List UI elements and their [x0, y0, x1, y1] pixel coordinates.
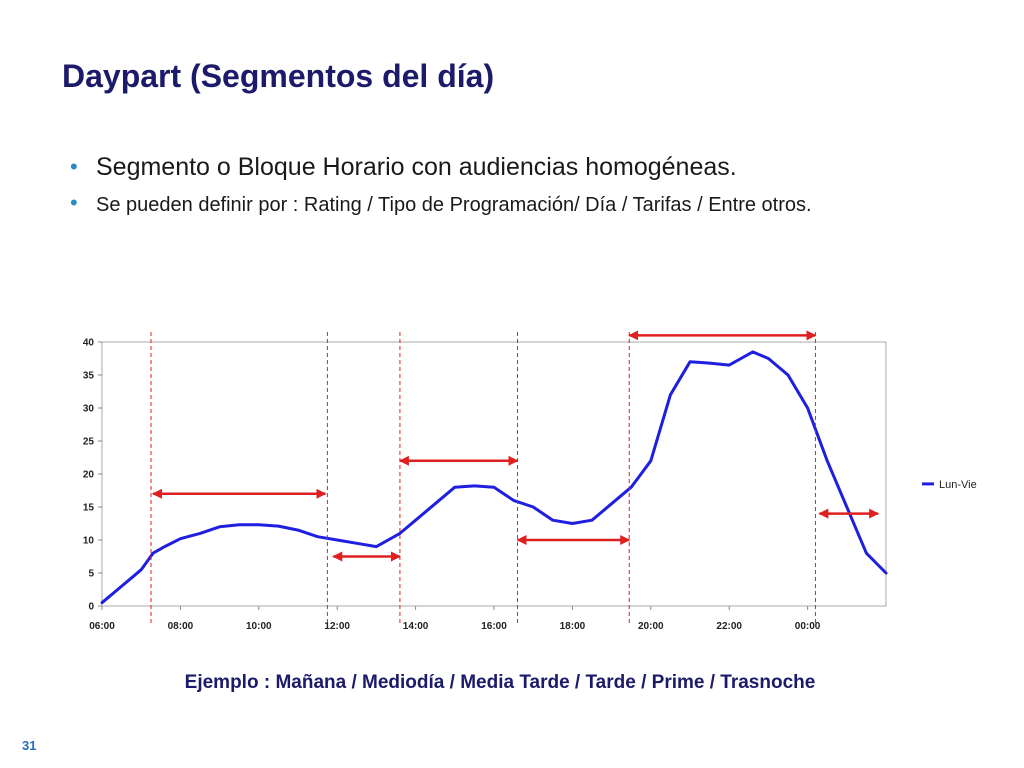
slide-title: Daypart (Segmentos del día) — [62, 58, 495, 94]
y-tick-label: 5 — [88, 569, 94, 580]
chart-svg: 0 5 10 15 20 25 30 35 40 06:00 08:00 10:00 12:00 14:0… — [83, 330, 977, 632]
bullet-text: Segmento o Bloque Horario con audiencias… — [96, 153, 737, 181]
x-tick-label: 00:00 — [795, 621, 821, 632]
x-tick-label: 06:00 — [89, 621, 115, 632]
x-tick-label: 08:00 — [168, 621, 194, 632]
bullet-item: • Segmento o Bloque Horario con audienci… — [70, 150, 970, 184]
x-tick-label: 20:00 — [638, 621, 664, 632]
y-tick-label: 35 — [83, 371, 95, 382]
x-tick-label: 12:00 — [324, 621, 350, 632]
x-tick-label: 18:00 — [560, 621, 586, 632]
bullet-dot-icon: • — [70, 154, 78, 179]
x-tick-label: 16:00 — [481, 621, 507, 632]
x-tick-label: 14:00 — [403, 621, 429, 632]
bullet-text: Se pueden definir por : Rating / Tipo de… — [96, 194, 812, 216]
y-tick-label: 25 — [83, 437, 95, 448]
legend-label: Lun-Vie — [939, 479, 977, 491]
y-tick-label: 15 — [83, 503, 95, 514]
bullet-list: • Segmento o Bloque Horario con audienci… — [70, 150, 970, 220]
plot-area — [101, 341, 887, 607]
y-tick-label: 10 — [83, 536, 95, 547]
series-line-lun-vie — [100, 350, 888, 605]
page-number: 31 — [22, 738, 37, 753]
y-tick-label: 40 — [83, 338, 95, 349]
bullet-item: • Se pueden definir por : Rating / Tipo … — [70, 190, 970, 220]
x-tick-label: 22:00 — [716, 621, 742, 632]
caption: Ejemplo : Mañana / Mediodía / Media Tard… — [184, 672, 816, 693]
x-tick-label: 10:00 — [246, 621, 272, 632]
y-tick-label: 0 — [88, 602, 94, 613]
bullet-dot-icon: • — [70, 190, 78, 215]
y-tick-label: 30 — [83, 404, 95, 415]
daypart-chart: 0 5 10 15 20 25 30 35 40 06:00 08:00 10:00 12:00 14:0… — [60, 318, 1000, 648]
y-tick-label: 20 — [83, 470, 95, 481]
